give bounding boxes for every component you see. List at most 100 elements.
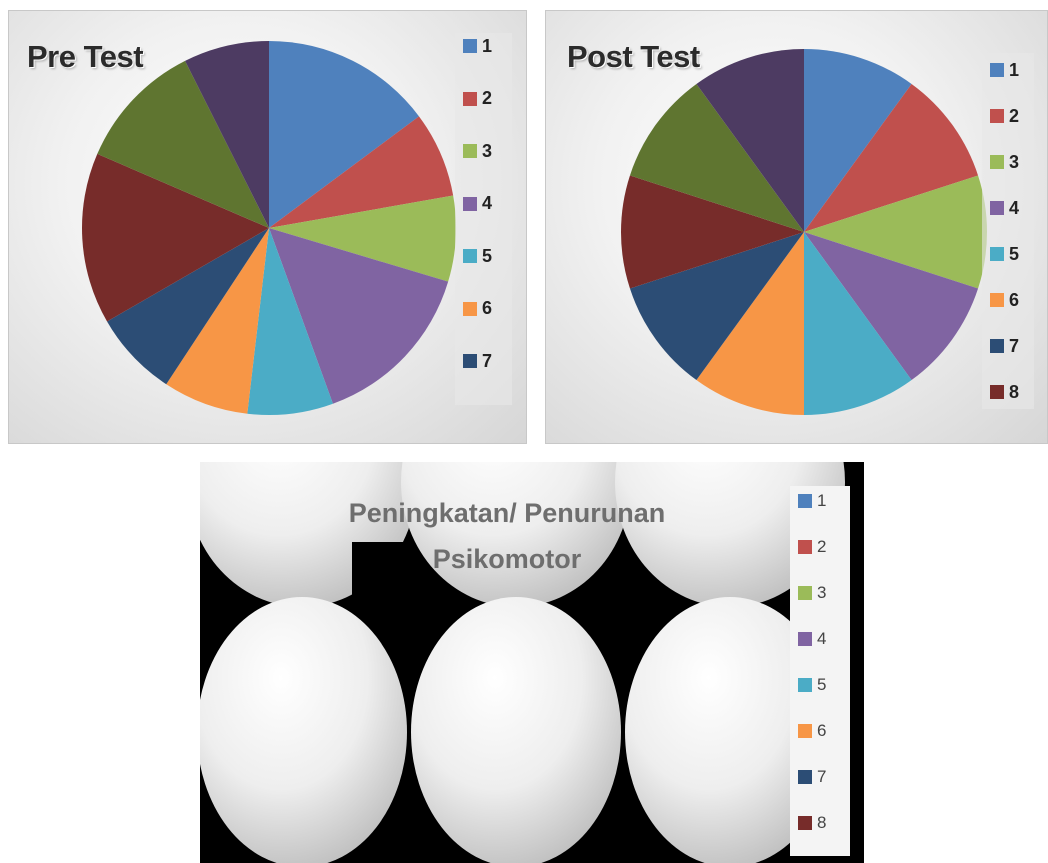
post-test-legend-swatch-3 bbox=[990, 155, 1004, 169]
background-blob-4 bbox=[200, 597, 407, 863]
pre-test-slice-8 bbox=[82, 153, 269, 322]
peningkatan-title-line-1: Peningkatan/ Penurunan bbox=[348, 498, 666, 528]
pre-test-legend-item-4: 4 bbox=[463, 193, 492, 215]
post-test-legend-label-8: 8 bbox=[1009, 381, 1020, 402]
peningkatan-legend-swatch-1 bbox=[798, 494, 812, 508]
post-test-slice-4 bbox=[804, 232, 979, 381]
peningkatan-title: Peningkatan/ Penurunan Psikomotor bbox=[322, 490, 692, 582]
peningkatan-legend-label-3: 3 bbox=[817, 583, 827, 602]
pre-test-legend-swatch-3 bbox=[463, 144, 477, 158]
post-test-legend-label-2: 2 bbox=[1009, 105, 1020, 126]
peningkatan-background bbox=[200, 462, 845, 863]
background-blob-2 bbox=[401, 462, 631, 607]
pre-test-slice-5 bbox=[247, 228, 333, 415]
pre-test-slice-9 bbox=[97, 60, 270, 228]
post-test-legend-label-5: 5 bbox=[1009, 243, 1020, 264]
peningkatan-legend-item-3: 3 bbox=[798, 582, 826, 604]
pre-test-legend-label-5: 5 bbox=[482, 245, 493, 266]
pre-test-legend-swatch-7 bbox=[463, 354, 477, 368]
post-test-legend-swatch-5 bbox=[990, 247, 1004, 261]
post-test-legend-label-1: 1 bbox=[1009, 59, 1020, 80]
pre-test-pie bbox=[82, 41, 456, 415]
post-test-legend-swatch-6 bbox=[990, 293, 1004, 307]
post-test-legend-item-1: 1 bbox=[990, 59, 1019, 81]
post-test-legend-item-6: 6 bbox=[990, 289, 1019, 311]
pre-test-slice-7 bbox=[107, 228, 269, 385]
post-test-legend-swatch-8 bbox=[990, 385, 1004, 399]
post-test-slice-6 bbox=[696, 232, 804, 415]
post-test-pie bbox=[621, 49, 987, 415]
peningkatan-legend-item-5: 5 bbox=[798, 674, 826, 696]
post-test-slice-7 bbox=[629, 232, 804, 381]
peningkatan-legend-item-2: 2 bbox=[798, 536, 826, 558]
post-test-legend-item-8: 8 bbox=[990, 381, 1019, 403]
pre-test-legend-item-2: 2 bbox=[463, 88, 492, 110]
post-test-slice-8 bbox=[621, 175, 804, 289]
post-test-legend-item-4: 4 bbox=[990, 197, 1019, 219]
pre-test-legend: 1 2 3 4 5 6 7 bbox=[455, 33, 512, 405]
pre-test-legend-swatch-6 bbox=[463, 301, 477, 316]
peningkatan-legend-swatch-6 bbox=[798, 724, 812, 738]
background-blob-3 bbox=[615, 462, 845, 607]
peningkatan-legend-item-1: 1 bbox=[798, 490, 826, 512]
pre-test-legend-swatch-1 bbox=[463, 39, 477, 53]
peningkatan-legend-item-4: 4 bbox=[798, 628, 826, 650]
pre-test-legend-label-6: 6 bbox=[482, 298, 493, 318]
peningkatan-legend-label-5: 5 bbox=[817, 675, 827, 694]
post-test-legend-swatch-2 bbox=[990, 109, 1004, 123]
peningkatan-legend-label-2: 2 bbox=[817, 537, 827, 556]
pre-test-legend-item-7: 7 bbox=[463, 350, 492, 372]
peningkatan-legend-swatch-3 bbox=[798, 586, 812, 600]
peningkatan-legend-swatch-4 bbox=[798, 632, 812, 646]
pre-test-legend-item-3: 3 bbox=[463, 140, 492, 162]
peningkatan-legend: 1 2 3 4 5 6 7 8 bbox=[790, 486, 850, 856]
pre-test-legend-label-7: 7 bbox=[482, 350, 493, 371]
post-test-slice-5 bbox=[804, 232, 912, 415]
post-test-legend-label-7: 7 bbox=[1009, 335, 1020, 356]
peningkatan-legend-swatch-2 bbox=[798, 540, 812, 554]
post-test-legend-swatch-7 bbox=[990, 339, 1004, 353]
pre-test-legend-label-2: 2 bbox=[482, 88, 493, 108]
post-test-slice-3 bbox=[804, 175, 987, 289]
post-test-legend-item-5: 5 bbox=[990, 243, 1019, 265]
pre-test-slice-1 bbox=[269, 41, 419, 228]
pre-test-slice-4 bbox=[269, 228, 449, 404]
pre-test-legend-label-1: 1 bbox=[482, 35, 493, 56]
pre-test-legend-swatch-4 bbox=[463, 196, 477, 211]
peningkatan-legend-item-6: 6 bbox=[798, 720, 826, 742]
pre-test-legend-item-6: 6 bbox=[463, 298, 492, 320]
post-test-legend-swatch-1 bbox=[990, 63, 1004, 77]
pre-test-slice-3 bbox=[269, 195, 456, 282]
post-test-slice-2 bbox=[804, 83, 979, 232]
peningkatan-legend-swatch-7 bbox=[798, 770, 812, 784]
pre-test-legend-item-5: 5 bbox=[463, 245, 492, 267]
pre-test-chart: Pre Test 1 2 3 4 5 6 7 bbox=[8, 10, 527, 444]
pre-test-slice-10 bbox=[185, 41, 269, 228]
post-test-legend-label-4: 4 bbox=[1009, 197, 1020, 218]
peningkatan-legend-swatch-5 bbox=[798, 678, 812, 692]
pre-test-legend-item-1: 1 bbox=[463, 35, 492, 57]
post-test-slice-9 bbox=[629, 83, 804, 232]
peningkatan-legend-item-8: 8 bbox=[798, 812, 826, 834]
post-test-legend-swatch-4 bbox=[990, 201, 1004, 215]
post-test-title: Post Test bbox=[567, 39, 700, 74]
post-test-slice-1 bbox=[804, 49, 912, 232]
post-test-legend-label-3: 3 bbox=[1009, 151, 1020, 172]
post-test-chart: Post Test 1 2 3 4 5 6 7 8 bbox=[545, 10, 1048, 444]
background-blob-5 bbox=[411, 597, 621, 863]
pre-test-title: Pre Test bbox=[27, 39, 144, 74]
pre-test-legend-label-4: 4 bbox=[482, 193, 493, 213]
peningkatan-legend-item-7: 7 bbox=[798, 766, 826, 788]
peningkatan-legend-label-7: 7 bbox=[817, 767, 827, 786]
pre-test-legend-swatch-2 bbox=[463, 91, 477, 106]
post-test-legend: 1 2 3 4 5 6 7 8 bbox=[982, 53, 1034, 409]
peningkatan-title-line-2: Psikomotor bbox=[432, 544, 582, 574]
peningkatan-legend-label-4: 4 bbox=[817, 629, 827, 648]
post-test-legend-label-6: 6 bbox=[1009, 289, 1020, 310]
peningkatan-legend-label-1: 1 bbox=[817, 491, 827, 510]
background-blob-6 bbox=[625, 597, 835, 863]
pre-test-legend-swatch-5 bbox=[463, 249, 477, 263]
pre-test-slice-6 bbox=[166, 228, 269, 414]
post-test-legend-item-3: 3 bbox=[990, 151, 1019, 173]
peningkatan-legend-label-8: 8 bbox=[817, 813, 827, 832]
